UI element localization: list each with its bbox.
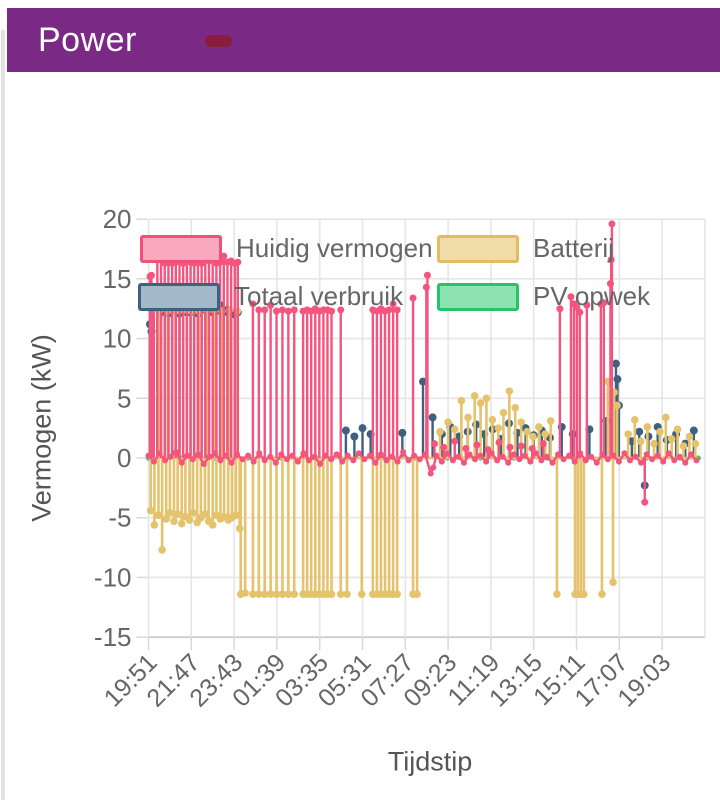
y-tick-label: -10: [94, 562, 132, 592]
legend-item-huidig-vermogen[interactable]: Huidig vermogen: [140, 233, 433, 264]
y-tick-label: 20: [103, 204, 132, 234]
y-tick-label: 5: [117, 383, 131, 413]
x-axis-title: Tijdstip: [387, 746, 473, 777]
legend-item-totaal-verbruik[interactable]: Totaal verbruik: [138, 281, 403, 312]
legend-swatch-pv-opwek: [437, 282, 519, 311]
y-tick-label: 10: [103, 324, 132, 354]
y-tick-label: 0: [117, 443, 131, 473]
legend-label-batterij: Batterij: [533, 233, 614, 263]
y-tick-label: 15: [103, 264, 132, 294]
legend-label-pv-opwek: PV opwek: [533, 281, 651, 311]
y-tick-label: -15: [94, 622, 132, 652]
header-status-pill: [205, 35, 232, 47]
app-header: Power: [7, 8, 720, 72]
series-huidig-vermogen: [145, 220, 700, 506]
page-edge-strip: [1, 30, 5, 800]
legend-swatch-batterij: [437, 234, 519, 263]
page-title: Power: [38, 20, 137, 59]
legend-item-pv-opwek[interactable]: PV opwek: [437, 281, 650, 312]
legend-swatch-huidig-vermogen: [140, 234, 222, 263]
chart-legend: Huidig vermogen Batterij Totaal verbruik…: [0, 110, 720, 311]
legend-label-huidig-vermogen: Huidig vermogen: [236, 233, 433, 263]
y-tick-label: -5: [108, 503, 131, 533]
y-axis-title: Vermogen (kW): [26, 334, 57, 522]
legend-swatch-totaal-verbruik: [138, 282, 220, 311]
legend-item-batterij[interactable]: Batterij: [437, 233, 614, 264]
legend-label-totaal-verbruik: Totaal verbruik: [234, 281, 404, 311]
